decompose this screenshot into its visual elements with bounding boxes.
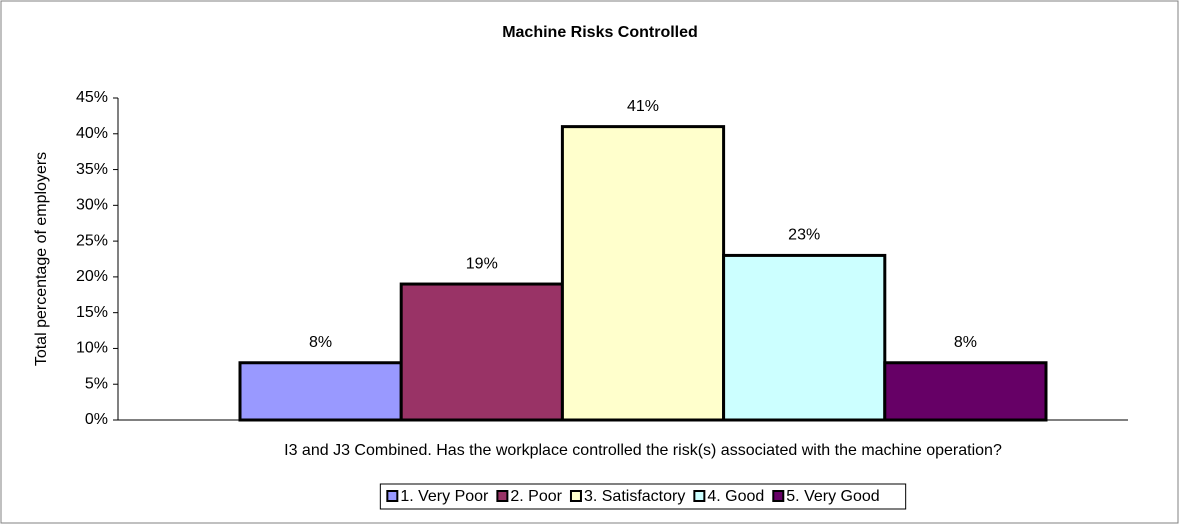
bar — [883, 361, 1048, 422]
legend-label: 4. Good — [707, 488, 764, 505]
bar — [399, 282, 564, 422]
y-tick-label: 45% — [76, 89, 108, 106]
y-tick-label: 25% — [76, 232, 108, 249]
chart-title: Machine Risks Controlled — [502, 24, 698, 41]
y-tick-label: 30% — [76, 197, 108, 214]
y-tick-label: 35% — [76, 161, 108, 178]
legend-marker — [569, 490, 582, 502]
y-axis-label: Total percentage of employers — [33, 152, 50, 366]
legend-label: 3. Satisfactory — [584, 488, 685, 505]
legend-label: 5. Very Good — [786, 488, 879, 505]
data-label: 19% — [466, 255, 498, 272]
legend-label: 2. Poor — [510, 488, 562, 505]
x-axis-label: I3 and J3 Combined. Has the workplace co… — [284, 442, 1002, 459]
data-label: 8% — [954, 334, 977, 351]
bar — [238, 361, 403, 422]
bar — [560, 125, 726, 422]
y-tick-label: 40% — [76, 125, 108, 142]
data-label: 41% — [627, 98, 659, 115]
bar — [722, 253, 887, 422]
y-tick-label: 0% — [85, 411, 108, 428]
y-tick-label: 15% — [76, 304, 108, 321]
data-label: 8% — [309, 334, 332, 351]
legend-marker — [693, 490, 706, 502]
legend-marker — [496, 490, 509, 502]
legend-label: 1. Very Poor — [400, 488, 489, 505]
y-tick-label: 20% — [76, 268, 108, 285]
legend-box — [379, 483, 907, 510]
legend-marker — [772, 490, 785, 502]
data-label: 23% — [788, 227, 820, 244]
legend-marker — [386, 490, 399, 502]
y-tick-label: 5% — [85, 375, 108, 392]
y-tick-label: 10% — [76, 340, 108, 357]
